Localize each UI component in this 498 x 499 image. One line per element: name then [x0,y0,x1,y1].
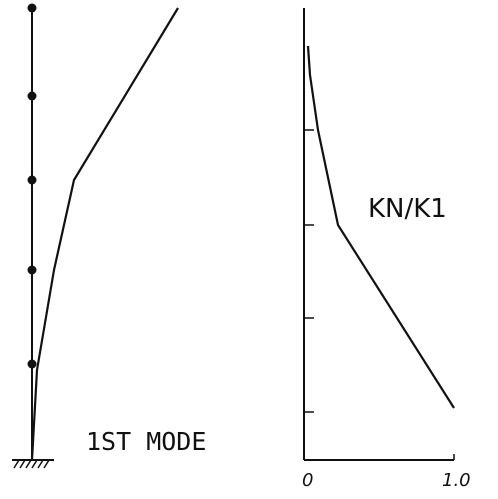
mass-node [27,3,37,13]
x-axis-ticks [303,454,455,460]
stiffness-plot [303,8,455,461]
mass-node [27,91,37,101]
mode-label: 1ST MODE [86,427,207,456]
fixed-support-icon [12,459,54,469]
mode-shape-curve [30,7,179,461]
structure-model [12,3,179,469]
mass-node [27,265,37,275]
stiffness-ratio-label: KN/K1 [368,194,447,224]
mass-node [27,175,37,185]
y-axis-ticks [304,129,314,413]
x-tick-label-1: 1.0 [442,470,471,491]
mass-nodes [27,3,37,369]
mass-node [27,359,37,369]
x-tick-label-0: 0 [302,470,314,491]
stiffness-ratio-line [306,45,455,409]
